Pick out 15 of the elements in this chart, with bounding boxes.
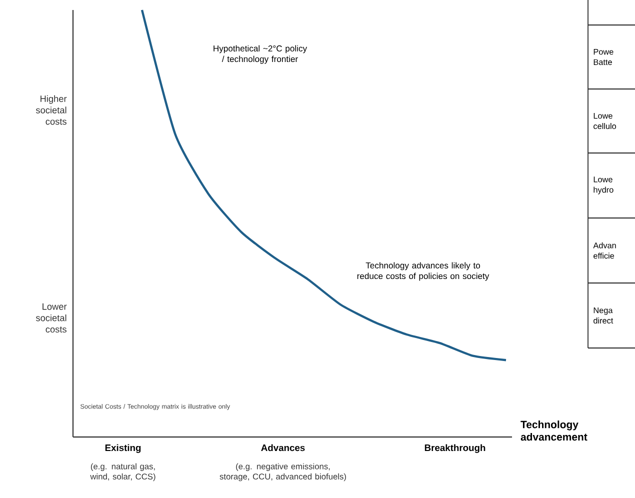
x-axis-title: Technology advancement — [520, 420, 588, 441]
text: Advan efficie — [593, 242, 616, 259]
text: Lowe cellulo — [594, 112, 616, 130]
annotation: Technology advances likely to reduce costs of policies on society — [357, 262, 490, 281]
text: (e.g. negative emissions, storage, CCU, advanced biofuels) — [220, 463, 346, 482]
text: Advances — [261, 444, 305, 452]
text: Lowe hydro — [594, 176, 614, 194]
text: Nega direct — [594, 307, 614, 324]
text: (e.g. natural gas, wind, solar, CCS) — [90, 463, 156, 482]
annotation: Hypothetical ~2°C policy / technology frontier — [214, 45, 308, 64]
text: Powe Batte — [594, 48, 614, 66]
text: Lower societal costs — [36, 303, 67, 333]
text: Higher societal costs — [36, 95, 67, 125]
text: Breakthrough — [424, 444, 486, 453]
text: Existing — [105, 444, 141, 453]
